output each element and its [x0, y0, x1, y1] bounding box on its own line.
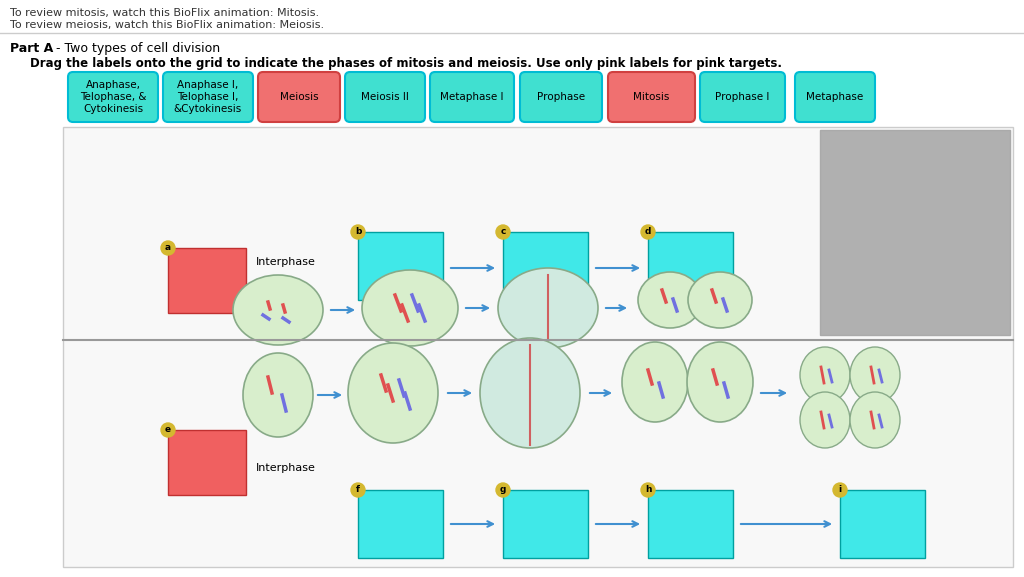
FancyBboxPatch shape — [358, 490, 443, 558]
FancyBboxPatch shape — [608, 72, 695, 122]
Circle shape — [351, 225, 365, 239]
FancyBboxPatch shape — [840, 490, 925, 558]
Ellipse shape — [638, 272, 702, 328]
Text: Interphase: Interphase — [256, 463, 315, 473]
Ellipse shape — [233, 275, 323, 345]
FancyBboxPatch shape — [63, 127, 1013, 567]
Text: a: a — [165, 243, 171, 253]
Ellipse shape — [362, 270, 458, 346]
FancyBboxPatch shape — [68, 72, 158, 122]
Ellipse shape — [688, 272, 752, 328]
Ellipse shape — [850, 347, 900, 403]
Text: Prophase: Prophase — [537, 92, 585, 102]
Text: To review mitosis, watch this BioFlix animation: Mitosis.: To review mitosis, watch this BioFlix an… — [10, 8, 319, 18]
Text: Interphase: Interphase — [256, 257, 315, 267]
Ellipse shape — [243, 353, 313, 437]
Text: f: f — [356, 485, 360, 494]
Circle shape — [161, 423, 175, 437]
Text: To review meiosis, watch this BioFlix animation: Meiosis.: To review meiosis, watch this BioFlix an… — [10, 20, 325, 30]
Text: - Two types of cell division: - Two types of cell division — [52, 42, 220, 55]
Text: e: e — [165, 425, 171, 434]
Circle shape — [496, 483, 510, 497]
Ellipse shape — [850, 392, 900, 448]
FancyBboxPatch shape — [163, 72, 253, 122]
Circle shape — [833, 483, 847, 497]
Circle shape — [161, 241, 175, 255]
FancyBboxPatch shape — [520, 72, 602, 122]
Text: Anaphase,
Telophase, &
Cytokinesis: Anaphase, Telophase, & Cytokinesis — [80, 80, 146, 114]
Text: g: g — [500, 485, 506, 494]
Text: Metaphase I: Metaphase I — [440, 92, 504, 102]
FancyBboxPatch shape — [258, 72, 340, 122]
Ellipse shape — [687, 342, 753, 422]
FancyBboxPatch shape — [700, 72, 785, 122]
Text: Meiosis: Meiosis — [280, 92, 318, 102]
FancyBboxPatch shape — [795, 72, 874, 122]
Text: d: d — [645, 227, 651, 237]
Ellipse shape — [622, 342, 688, 422]
Circle shape — [641, 225, 655, 239]
Circle shape — [641, 483, 655, 497]
Circle shape — [351, 483, 365, 497]
Ellipse shape — [800, 392, 850, 448]
Text: Prophase I: Prophase I — [716, 92, 770, 102]
Circle shape — [496, 225, 510, 239]
Text: Mitosis: Mitosis — [633, 92, 670, 102]
Ellipse shape — [498, 268, 598, 348]
Text: Part A: Part A — [10, 42, 53, 55]
FancyBboxPatch shape — [648, 490, 733, 558]
FancyBboxPatch shape — [820, 130, 1010, 335]
Text: Meiosis II: Meiosis II — [361, 92, 409, 102]
FancyBboxPatch shape — [168, 248, 246, 313]
Ellipse shape — [800, 347, 850, 403]
FancyBboxPatch shape — [358, 232, 443, 300]
Text: b: b — [354, 227, 361, 237]
Text: h: h — [645, 485, 651, 494]
Text: c: c — [501, 227, 506, 237]
FancyBboxPatch shape — [503, 232, 588, 300]
FancyBboxPatch shape — [345, 72, 425, 122]
Text: Drag the labels onto the grid to indicate the phases of mitosis and meiosis. Use: Drag the labels onto the grid to indicat… — [30, 57, 782, 70]
Text: i: i — [839, 485, 842, 494]
FancyBboxPatch shape — [503, 490, 588, 558]
Text: Anaphase I,
Telophase I,
&Cytokinesis: Anaphase I, Telophase I, &Cytokinesis — [174, 80, 242, 114]
FancyBboxPatch shape — [648, 232, 733, 300]
Text: Metaphase: Metaphase — [806, 92, 863, 102]
Ellipse shape — [348, 343, 438, 443]
FancyBboxPatch shape — [430, 72, 514, 122]
FancyBboxPatch shape — [168, 430, 246, 495]
Ellipse shape — [480, 338, 580, 448]
